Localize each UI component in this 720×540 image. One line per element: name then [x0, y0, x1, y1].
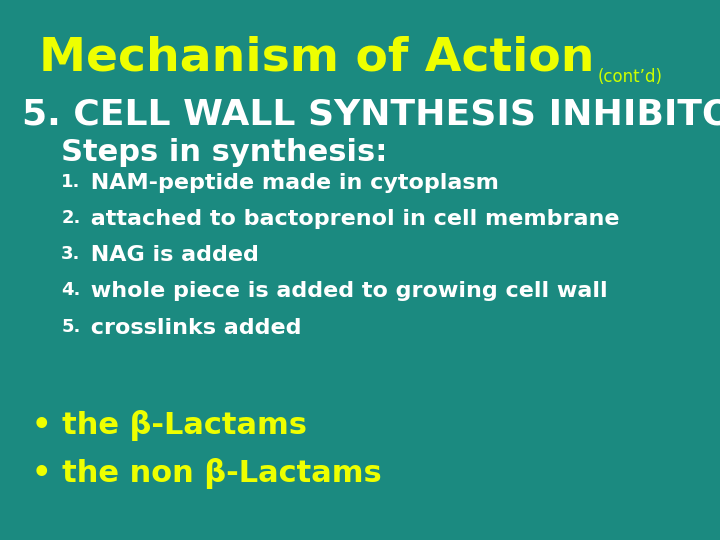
Text: NAG is added: NAG is added [83, 245, 258, 265]
Text: NAM-peptide made in cytoplasm: NAM-peptide made in cytoplasm [83, 173, 499, 193]
Text: 5.: 5. [61, 318, 81, 335]
Text: Steps in synthesis:: Steps in synthesis: [61, 138, 387, 167]
Text: crosslinks added: crosslinks added [83, 318, 301, 338]
Text: 5. CELL WALL SYNTHESIS INHIBITORS: 5. CELL WALL SYNTHESIS INHIBITORS [22, 97, 720, 131]
Text: attached to bactoprenol in cell membrane: attached to bactoprenol in cell membrane [83, 209, 619, 229]
Text: • the non β-Lactams: • the non β-Lactams [32, 458, 382, 489]
Text: 3.: 3. [61, 245, 81, 263]
Text: (cont’d): (cont’d) [598, 68, 662, 85]
Text: 4.: 4. [61, 281, 81, 299]
Text: 1.: 1. [61, 173, 81, 191]
Text: Mechanism of Action: Mechanism of Action [39, 35, 595, 80]
Text: whole piece is added to growing cell wall: whole piece is added to growing cell wal… [83, 281, 608, 301]
Text: • the β-Lactams: • the β-Lactams [32, 410, 307, 441]
Text: 2.: 2. [61, 209, 81, 227]
